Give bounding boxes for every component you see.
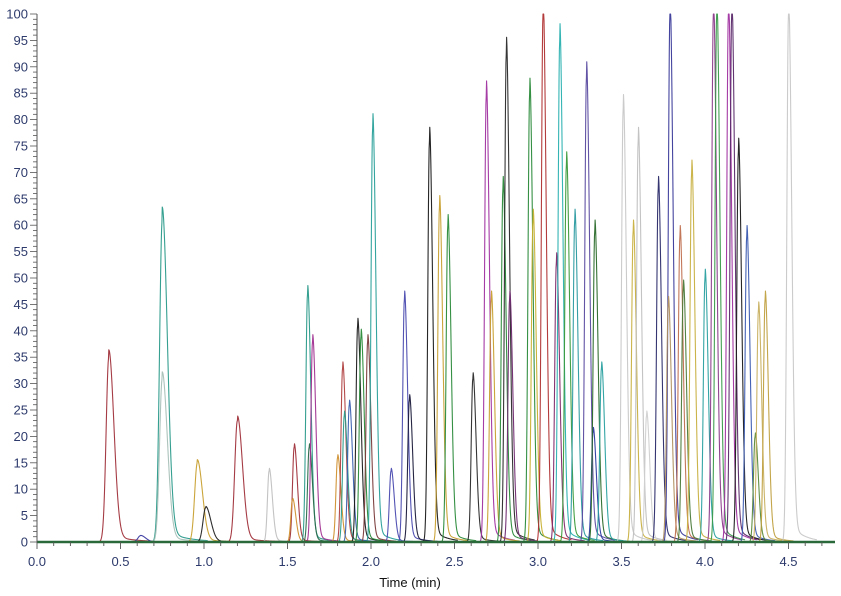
peak-trace	[92, 349, 155, 543]
peak-trace	[522, 208, 562, 543]
x-tick-label: 2.5	[445, 554, 463, 569]
peak-trace	[718, 13, 757, 543]
peak-trace	[778, 13, 818, 543]
peak-trace	[357, 334, 397, 543]
y-tick-label: 45	[14, 297, 28, 312]
peak-trace	[297, 284, 337, 543]
peak-trace	[591, 361, 631, 543]
peak-trace	[754, 290, 794, 543]
peak-trace	[658, 295, 697, 543]
y-tick-label: 5	[21, 508, 28, 523]
peak-trace	[146, 206, 208, 543]
y-tick-label: 0	[21, 535, 28, 550]
y-tick-label: 10	[14, 482, 28, 497]
peak-trace	[706, 13, 746, 543]
peak-trace	[694, 268, 734, 543]
y-tick-label: 95	[14, 33, 28, 48]
peak-trace	[189, 505, 252, 543]
peak-trace	[673, 279, 712, 543]
x-tick-label: 0.5	[111, 554, 129, 569]
x-tick-label: 3.5	[612, 554, 630, 569]
peak-trace	[612, 94, 652, 543]
y-axis: 0 5 10 15 20 25 30 35 40 45 50 55 60 65 70 75 80 85 90 95 10…	[6, 7, 38, 550]
x-tick-label: 0.0	[28, 554, 46, 569]
y-tick-label: 35	[14, 350, 28, 365]
peak-trace	[437, 214, 477, 543]
peak-trace	[728, 137, 768, 543]
y-tick-label: 50	[14, 271, 28, 286]
y-tick-label: 65	[14, 191, 28, 206]
peak-trace	[221, 415, 284, 543]
x-tick-label: 2.0	[362, 554, 380, 569]
peak-trace	[302, 334, 342, 543]
peak-trace	[748, 301, 788, 543]
peak-trace	[419, 126, 459, 543]
y-tick-label: 40	[14, 323, 28, 338]
x-tick-label: 1.5	[278, 554, 296, 569]
y-tick-label: 100	[6, 7, 28, 22]
y-tick-label: 90	[14, 59, 28, 74]
peak-trace	[399, 394, 439, 543]
x-axis-title: Time (min)	[379, 575, 441, 590]
peak-trace	[480, 290, 520, 543]
peak-trace	[362, 113, 402, 543]
x-tick-label: 1.0	[195, 554, 213, 569]
peak-trace	[146, 371, 208, 543]
y-tick-label: 15	[14, 455, 28, 470]
y-tick-label: 70	[14, 165, 28, 180]
y-tick-label: 30	[14, 376, 28, 391]
x-tick-label: 4.0	[696, 554, 714, 569]
peak-trace	[582, 426, 622, 543]
peak-trace	[546, 252, 585, 543]
peak-trace	[627, 126, 667, 543]
peak-trace	[576, 61, 616, 543]
y-tick-label: 60	[14, 218, 28, 233]
peak-trace	[475, 80, 515, 543]
peak-trace	[350, 328, 390, 543]
y-tick-label: 55	[14, 244, 28, 259]
y-tick-label: 85	[14, 86, 28, 101]
y-tick-label: 25	[14, 403, 28, 418]
peak-trace	[736, 224, 776, 543]
peak-trace	[499, 290, 539, 543]
x-axis: 0.0 0.5 1.0 1.5 2.0 2.5 3.0 3.5 4.0 4.5	[28, 542, 823, 569]
peak-trace	[703, 13, 742, 543]
y-tick-label: 20	[14, 429, 28, 444]
peak-traces	[92, 13, 818, 543]
y-tick-label: 80	[14, 112, 28, 127]
peak-trace	[647, 175, 687, 543]
y-tick-label: 75	[14, 139, 28, 154]
peak-trace	[429, 194, 469, 543]
x-tick-label: 3.0	[529, 554, 547, 569]
x-tick-label: 4.5	[779, 554, 797, 569]
